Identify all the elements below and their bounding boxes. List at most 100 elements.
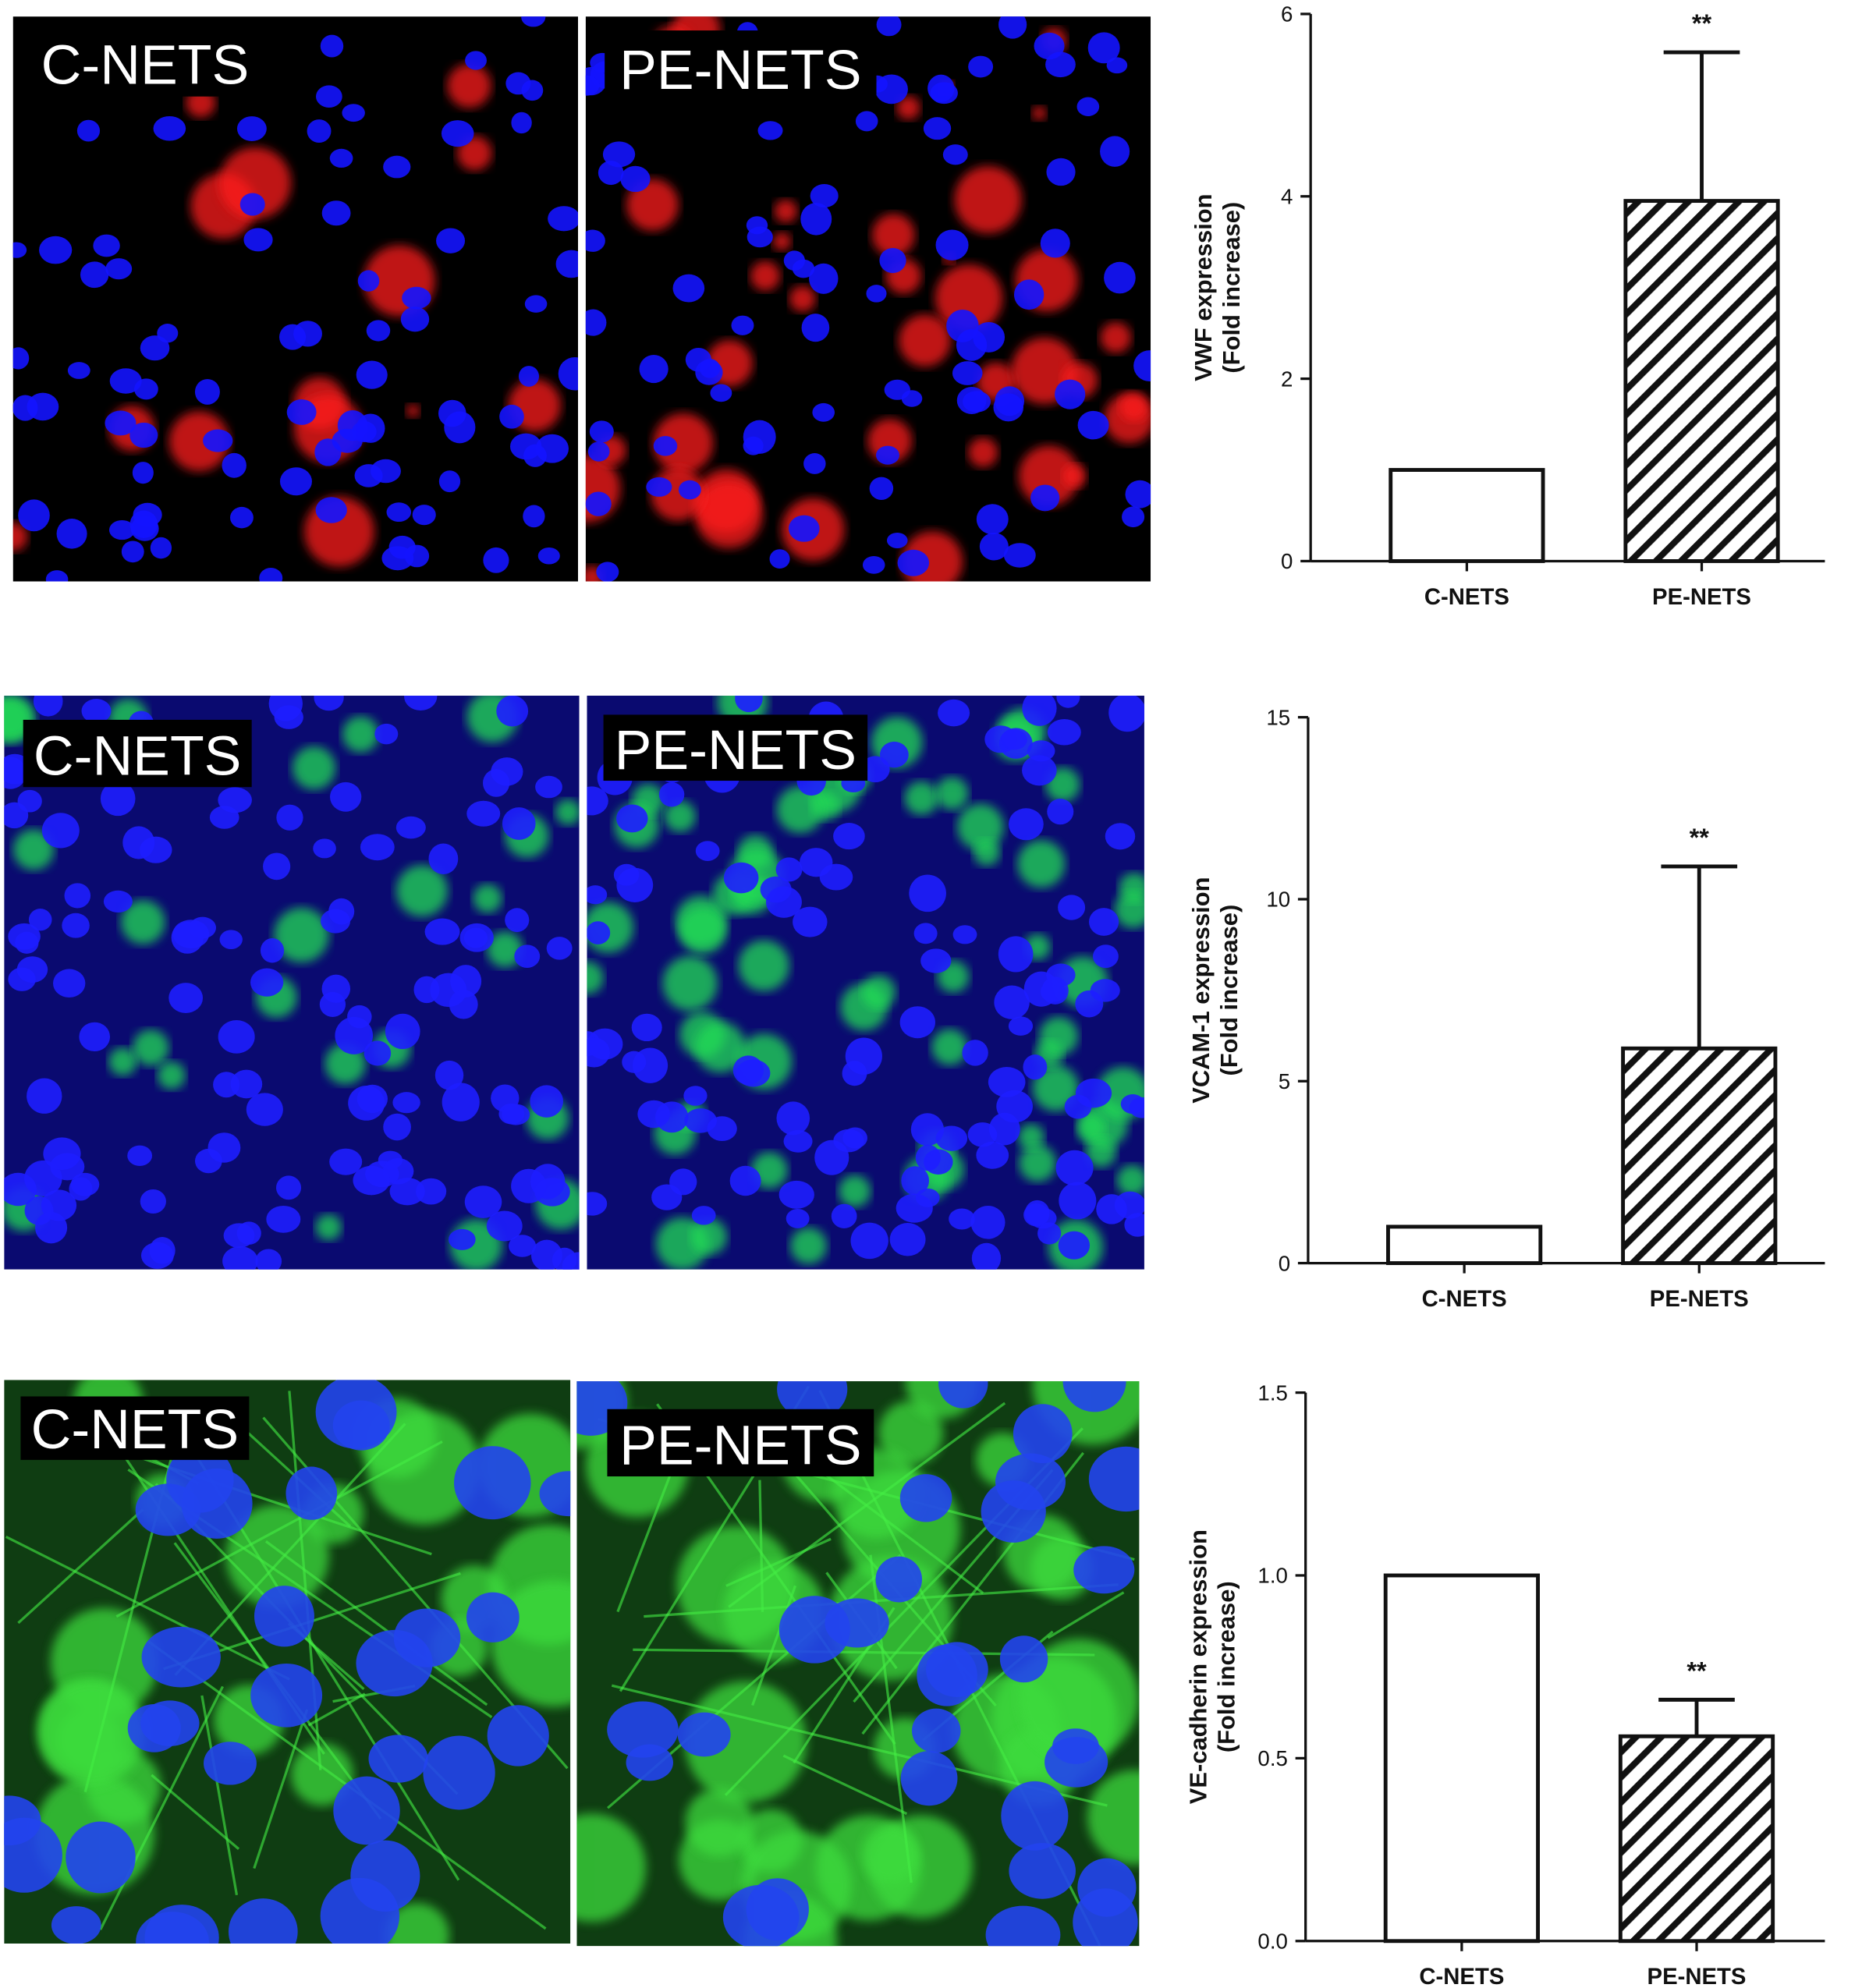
nucleus xyxy=(913,923,938,944)
nucleus xyxy=(93,234,120,257)
nucleus xyxy=(1001,1781,1069,1851)
stain xyxy=(13,829,55,870)
nucleus xyxy=(972,322,1005,353)
nucleus xyxy=(150,537,172,559)
nucleus xyxy=(800,203,832,236)
y-tick-label: 0.0 xyxy=(1257,1930,1287,1954)
nucleus xyxy=(833,823,865,850)
nucleus xyxy=(1059,1182,1097,1220)
nucleus xyxy=(1009,1843,1076,1899)
annotation: ** xyxy=(1692,9,1712,37)
micrograph-content xyxy=(585,16,1151,582)
x-tick-label: PE-NETS xyxy=(1652,584,1751,610)
nucleus xyxy=(1073,1888,1138,1947)
label-bg xyxy=(20,1396,250,1460)
nucleus xyxy=(230,1069,263,1099)
nucleus xyxy=(1013,279,1044,310)
nucleus xyxy=(1125,480,1151,509)
nucleus xyxy=(213,1072,240,1098)
nucleus xyxy=(166,1445,234,1513)
y-axis-label: (Fold increase) xyxy=(1218,202,1245,374)
stain xyxy=(315,1214,342,1241)
stain xyxy=(789,285,816,312)
nucleus xyxy=(879,247,906,274)
nucleus xyxy=(441,120,474,147)
nucleus xyxy=(448,1228,476,1250)
nucleus xyxy=(938,699,970,727)
nucleus xyxy=(926,1642,988,1697)
stain xyxy=(738,940,789,991)
nucleus xyxy=(499,404,524,429)
stain xyxy=(690,1218,728,1256)
nucleus xyxy=(103,890,133,913)
stain xyxy=(861,975,896,1010)
stain xyxy=(694,1022,746,1073)
nucleus xyxy=(976,1141,1009,1169)
stain xyxy=(1076,1112,1106,1143)
nucleus xyxy=(793,906,828,937)
nucleus xyxy=(105,258,133,280)
nucleus xyxy=(140,836,172,863)
nucleus xyxy=(695,841,720,861)
nucleus xyxy=(999,1635,1048,1683)
nucleus xyxy=(250,968,284,997)
stain xyxy=(1085,1136,1117,1168)
nucleus xyxy=(971,1242,1002,1270)
nucleus xyxy=(266,1205,301,1233)
nucleus xyxy=(952,361,983,385)
stain xyxy=(218,147,292,219)
nucleus xyxy=(404,695,438,711)
nucleus xyxy=(402,286,431,310)
panel-label: C-NETS xyxy=(41,34,250,96)
stain xyxy=(664,800,696,832)
nucleus xyxy=(880,741,909,768)
nucleus xyxy=(313,838,336,859)
nucleus xyxy=(1058,895,1086,920)
nucleus xyxy=(505,908,530,933)
nucleus xyxy=(246,1093,283,1126)
y-axis-label: VE-cadherin expression xyxy=(1185,1529,1212,1804)
nucleus xyxy=(4,802,29,829)
nucleus xyxy=(371,459,401,484)
membrane xyxy=(758,1479,764,1612)
nucleus xyxy=(487,1705,549,1767)
membrane xyxy=(200,1695,239,1896)
nucleus xyxy=(658,782,685,807)
nucleus xyxy=(168,983,204,1013)
nucleus xyxy=(911,1708,961,1753)
nucleus xyxy=(842,1127,867,1149)
nucleus xyxy=(927,74,955,102)
micrograph xyxy=(4,1380,571,1944)
nucleus xyxy=(1108,695,1144,732)
nucleus xyxy=(144,1905,219,1944)
nucleus xyxy=(404,544,430,568)
nucleus xyxy=(1090,979,1120,1002)
nucleus xyxy=(746,1878,809,1940)
nucleus xyxy=(1046,963,1076,987)
label-bg xyxy=(605,30,877,102)
nucleus xyxy=(8,967,36,991)
nucleus xyxy=(209,806,239,829)
micrograph xyxy=(585,16,1151,582)
nucleus xyxy=(423,1735,495,1810)
nucleus xyxy=(347,1005,372,1029)
nucleus xyxy=(631,1013,662,1042)
nucleus xyxy=(357,270,380,292)
stain xyxy=(1062,464,1087,488)
nucleus xyxy=(646,477,672,497)
nucleus xyxy=(230,506,254,529)
panel-label: C-NETS xyxy=(34,725,242,788)
stain xyxy=(274,907,329,962)
nucleus xyxy=(255,1249,282,1270)
nucleus xyxy=(424,918,460,945)
nucleus xyxy=(105,410,137,436)
panel-label: PE-NETS xyxy=(619,39,861,101)
stain xyxy=(626,179,679,232)
membrane xyxy=(5,1535,290,1681)
nucleus xyxy=(333,1776,400,1845)
x-tick-label: C-NETS xyxy=(1422,1286,1507,1312)
nucleus xyxy=(876,445,899,465)
nucleus xyxy=(1100,136,1130,167)
nucleus xyxy=(962,1040,988,1066)
